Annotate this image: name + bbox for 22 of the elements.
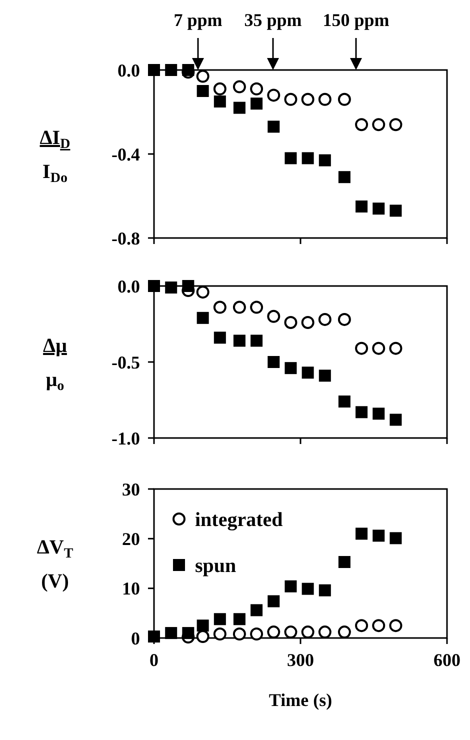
x-tick-label: 0: [150, 650, 158, 670]
y-tick-label: 0: [131, 628, 140, 648]
y-axis-title: ΔI$_{D}$ I$_{Do}$: [40, 127, 70, 186]
y-tick-label: -0.4: [112, 144, 140, 164]
legend-label: integrated: [195, 509, 283, 531]
y-tick-label: -0.5: [112, 352, 140, 372]
x-axis-title: Time (s): [268, 690, 332, 710]
text: 35 ppm: [244, 10, 302, 30]
text: 150 ppm: [322, 10, 390, 30]
y-axis-title: Δμ μ$_{o}$: [43, 335, 68, 394]
y-tick-label: -0.8: [112, 228, 140, 248]
y-tick-label: 0.0: [118, 276, 140, 296]
legend-label: spun: [195, 555, 236, 577]
y-tick-label: 20: [122, 528, 140, 549]
x-tick-label: 600: [434, 650, 460, 670]
y-tick-label: 0.0: [118, 60, 140, 80]
y-axis-title: ΔV$_{T}$ (V): [36, 536, 74, 592]
y-tick-label: 10: [122, 578, 140, 599]
text: 7 ppm: [174, 10, 222, 30]
y-tick-label: 30: [122, 479, 140, 500]
y-tick-label: -1.0: [112, 428, 140, 448]
x-tick-label: 300: [287, 650, 314, 670]
